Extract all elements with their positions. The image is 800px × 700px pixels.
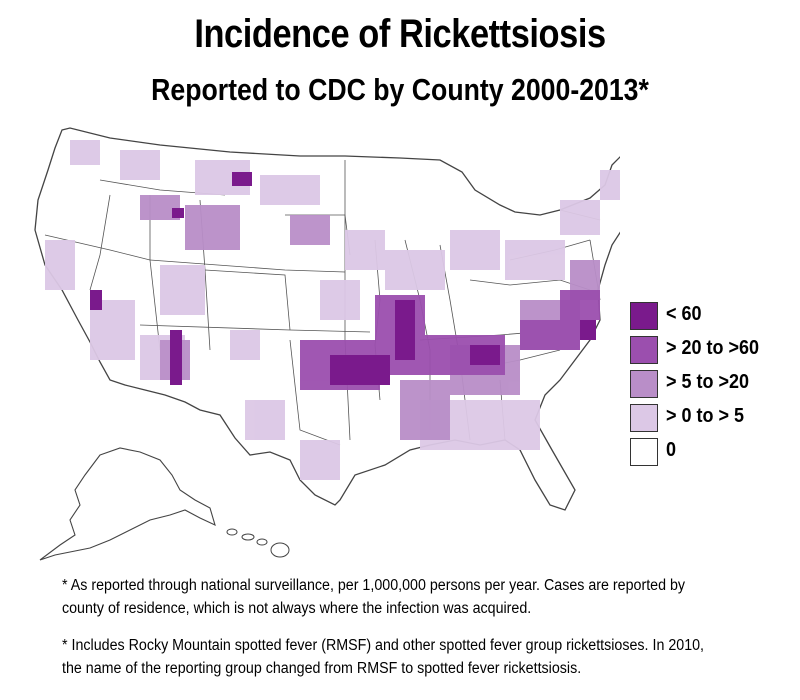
legend-label: < 60 bbox=[666, 303, 702, 325]
footnote-rmsf: * Includes Rocky Mountain spotted fever … bbox=[62, 637, 705, 677]
hawaii-outline bbox=[226, 528, 290, 558]
footnote-surveillance: * As reported through national surveilla… bbox=[62, 577, 686, 617]
legend-item: < 60 bbox=[630, 302, 800, 332]
legend-swatch bbox=[630, 336, 658, 364]
map-subtitle: Reported to CDC by County 2000-2013* bbox=[151, 72, 649, 107]
legend-label: > 20 to >60 bbox=[666, 337, 760, 359]
legend-label: > 0 to > 5 bbox=[666, 405, 745, 427]
legend-swatch bbox=[630, 438, 658, 466]
legend-item: > 20 to >60 bbox=[630, 336, 800, 366]
us-county-map bbox=[34, 127, 620, 561]
legend-item: 0 bbox=[630, 438, 800, 468]
legend-item: > 5 to >20 bbox=[630, 370, 800, 400]
legend-label: > 5 to >20 bbox=[666, 371, 750, 393]
legend-label: 0 bbox=[666, 439, 677, 461]
county-shading-light bbox=[45, 140, 620, 480]
legend-swatch bbox=[630, 370, 658, 398]
county-shading-highest bbox=[90, 172, 596, 385]
alaska-outline bbox=[39, 447, 216, 561]
legend-swatch bbox=[630, 302, 658, 330]
legend-swatch bbox=[630, 404, 658, 432]
legend-item: > 0 to > 5 bbox=[630, 404, 800, 434]
map-title: Incidence of Rickettsiosis bbox=[194, 12, 606, 56]
